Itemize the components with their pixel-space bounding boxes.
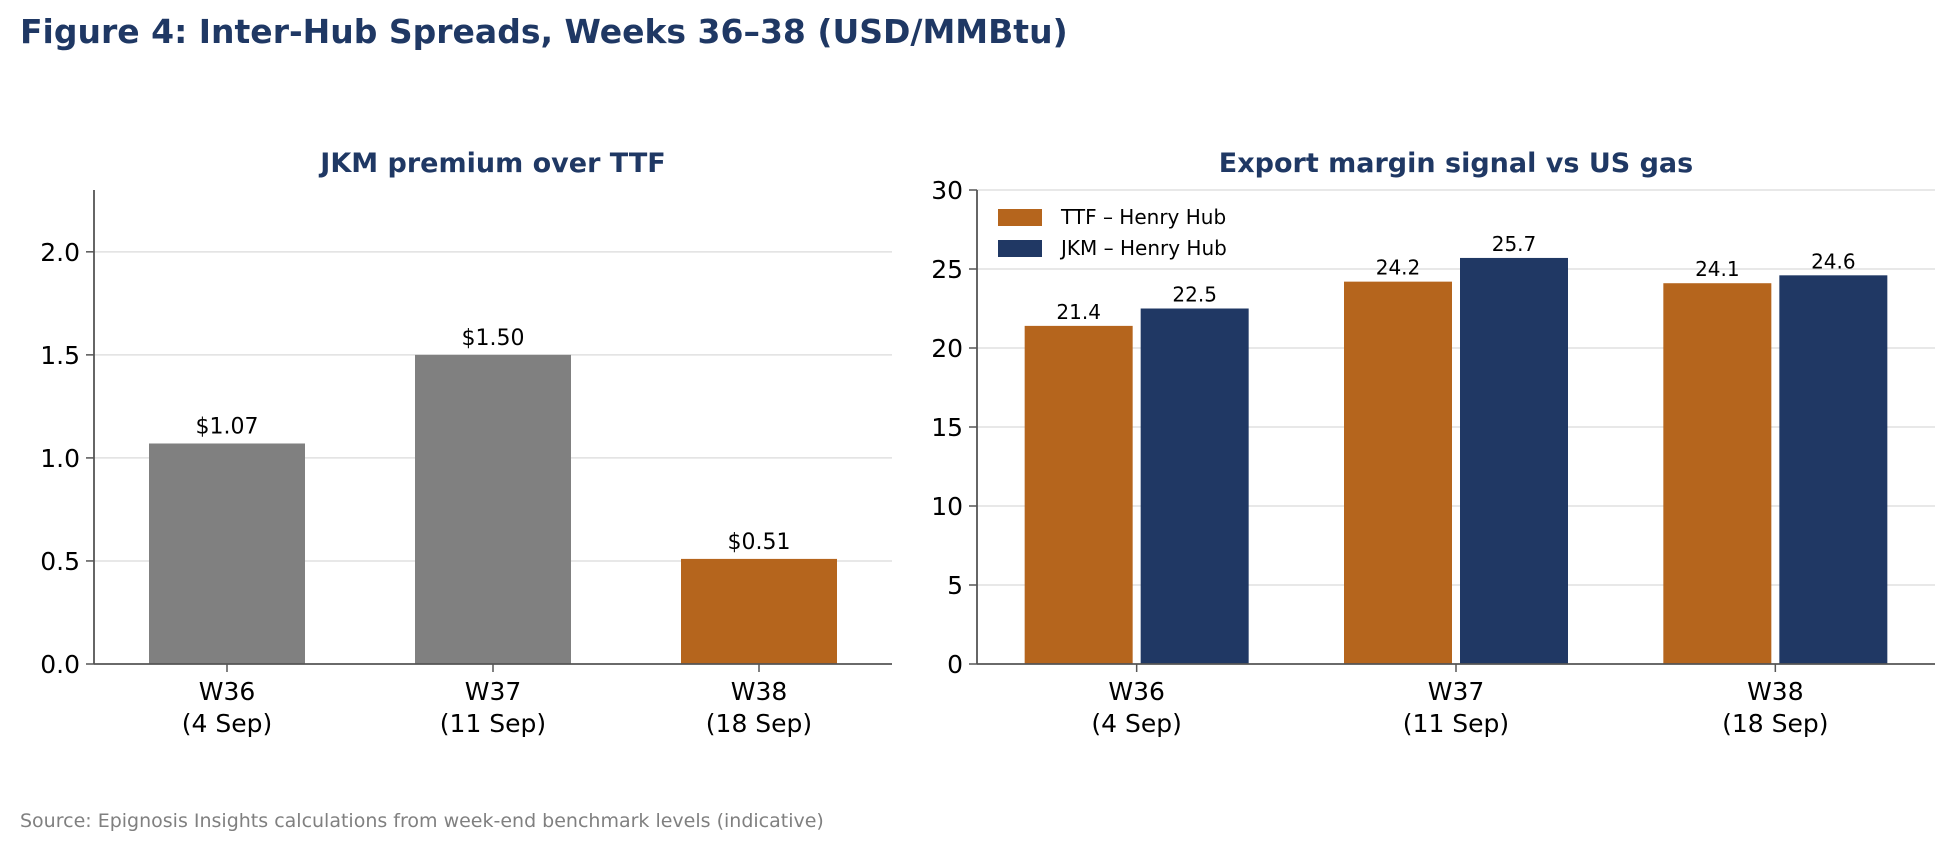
x-tick-label: W36 (4 Sep): [1091, 677, 1181, 738]
y-tick-label: 1.0: [40, 444, 80, 473]
x-tick-label: W38 (18 Sep): [1722, 677, 1828, 738]
data-label: $0.51: [728, 530, 791, 555]
data-label: 24.2: [1376, 256, 1421, 280]
bar: [415, 354, 571, 664]
legend-swatch: [998, 240, 1042, 257]
data-label: 22.5: [1172, 283, 1217, 307]
y-tick-label: 0.0: [40, 650, 80, 679]
legend-label: JKM – Henry Hub: [1059, 236, 1227, 260]
bar: [1663, 283, 1772, 664]
y-tick-label: 0.5: [40, 547, 80, 576]
y-tick-label: 2.0: [40, 238, 80, 267]
bar: [149, 443, 305, 664]
y-tick-label: 20: [931, 334, 963, 363]
legend-label: TTF – Henry Hub: [1060, 205, 1226, 229]
y-tick-label: 30: [931, 176, 963, 205]
right-chart-panel: 0 5 10 15 20 25 30 21.4 24.2 24.1 22.5 25.7 24.6 TTF …: [931, 148, 1935, 738]
legend-swatch: [998, 209, 1042, 226]
bar: [1460, 257, 1568, 664]
data-label: 25.7: [1492, 232, 1537, 256]
bar: [1024, 325, 1133, 664]
y-tick-label: 10: [931, 492, 963, 521]
data-label: 24.1: [1695, 257, 1740, 281]
data-label: $1.07: [196, 414, 259, 439]
panel-title: Export margin signal vs US gas: [1219, 148, 1693, 179]
bar: [1140, 308, 1249, 664]
figure-title: Figure 4: Inter-Hub Spreads, Weeks 36–38…: [20, 12, 1068, 51]
data-label: $1.50: [462, 326, 525, 351]
bar: [681, 558, 837, 664]
y-tick-label: 0: [947, 650, 963, 679]
x-tick-label: W36 (4 Sep): [182, 677, 272, 738]
x-tick-label: W38 (18 Sep): [706, 677, 812, 738]
source-note: Source: Epignosis Insights calculations …: [20, 810, 824, 832]
x-tick-label: W37 (11 Sep): [1403, 677, 1509, 738]
y-tick-label: 25: [931, 255, 963, 284]
y-tick-label: 15: [931, 413, 963, 442]
x-tick-label: W37 (11 Sep): [440, 677, 546, 738]
y-tick-label: 5: [947, 571, 963, 600]
bar: [1779, 275, 1888, 664]
data-label: 24.6: [1811, 249, 1856, 273]
left-chart-panel: 0.0 0.5 1.0 1.5 2.0 $1.07 $1.50 $0.51 W36 (4 Sep)…: [40, 148, 892, 738]
data-label: 21.4: [1056, 300, 1101, 324]
y-tick-label: 1.5: [40, 341, 80, 370]
panel-title: JKM premium over TTF: [318, 148, 665, 179]
bar: [1344, 281, 1452, 664]
